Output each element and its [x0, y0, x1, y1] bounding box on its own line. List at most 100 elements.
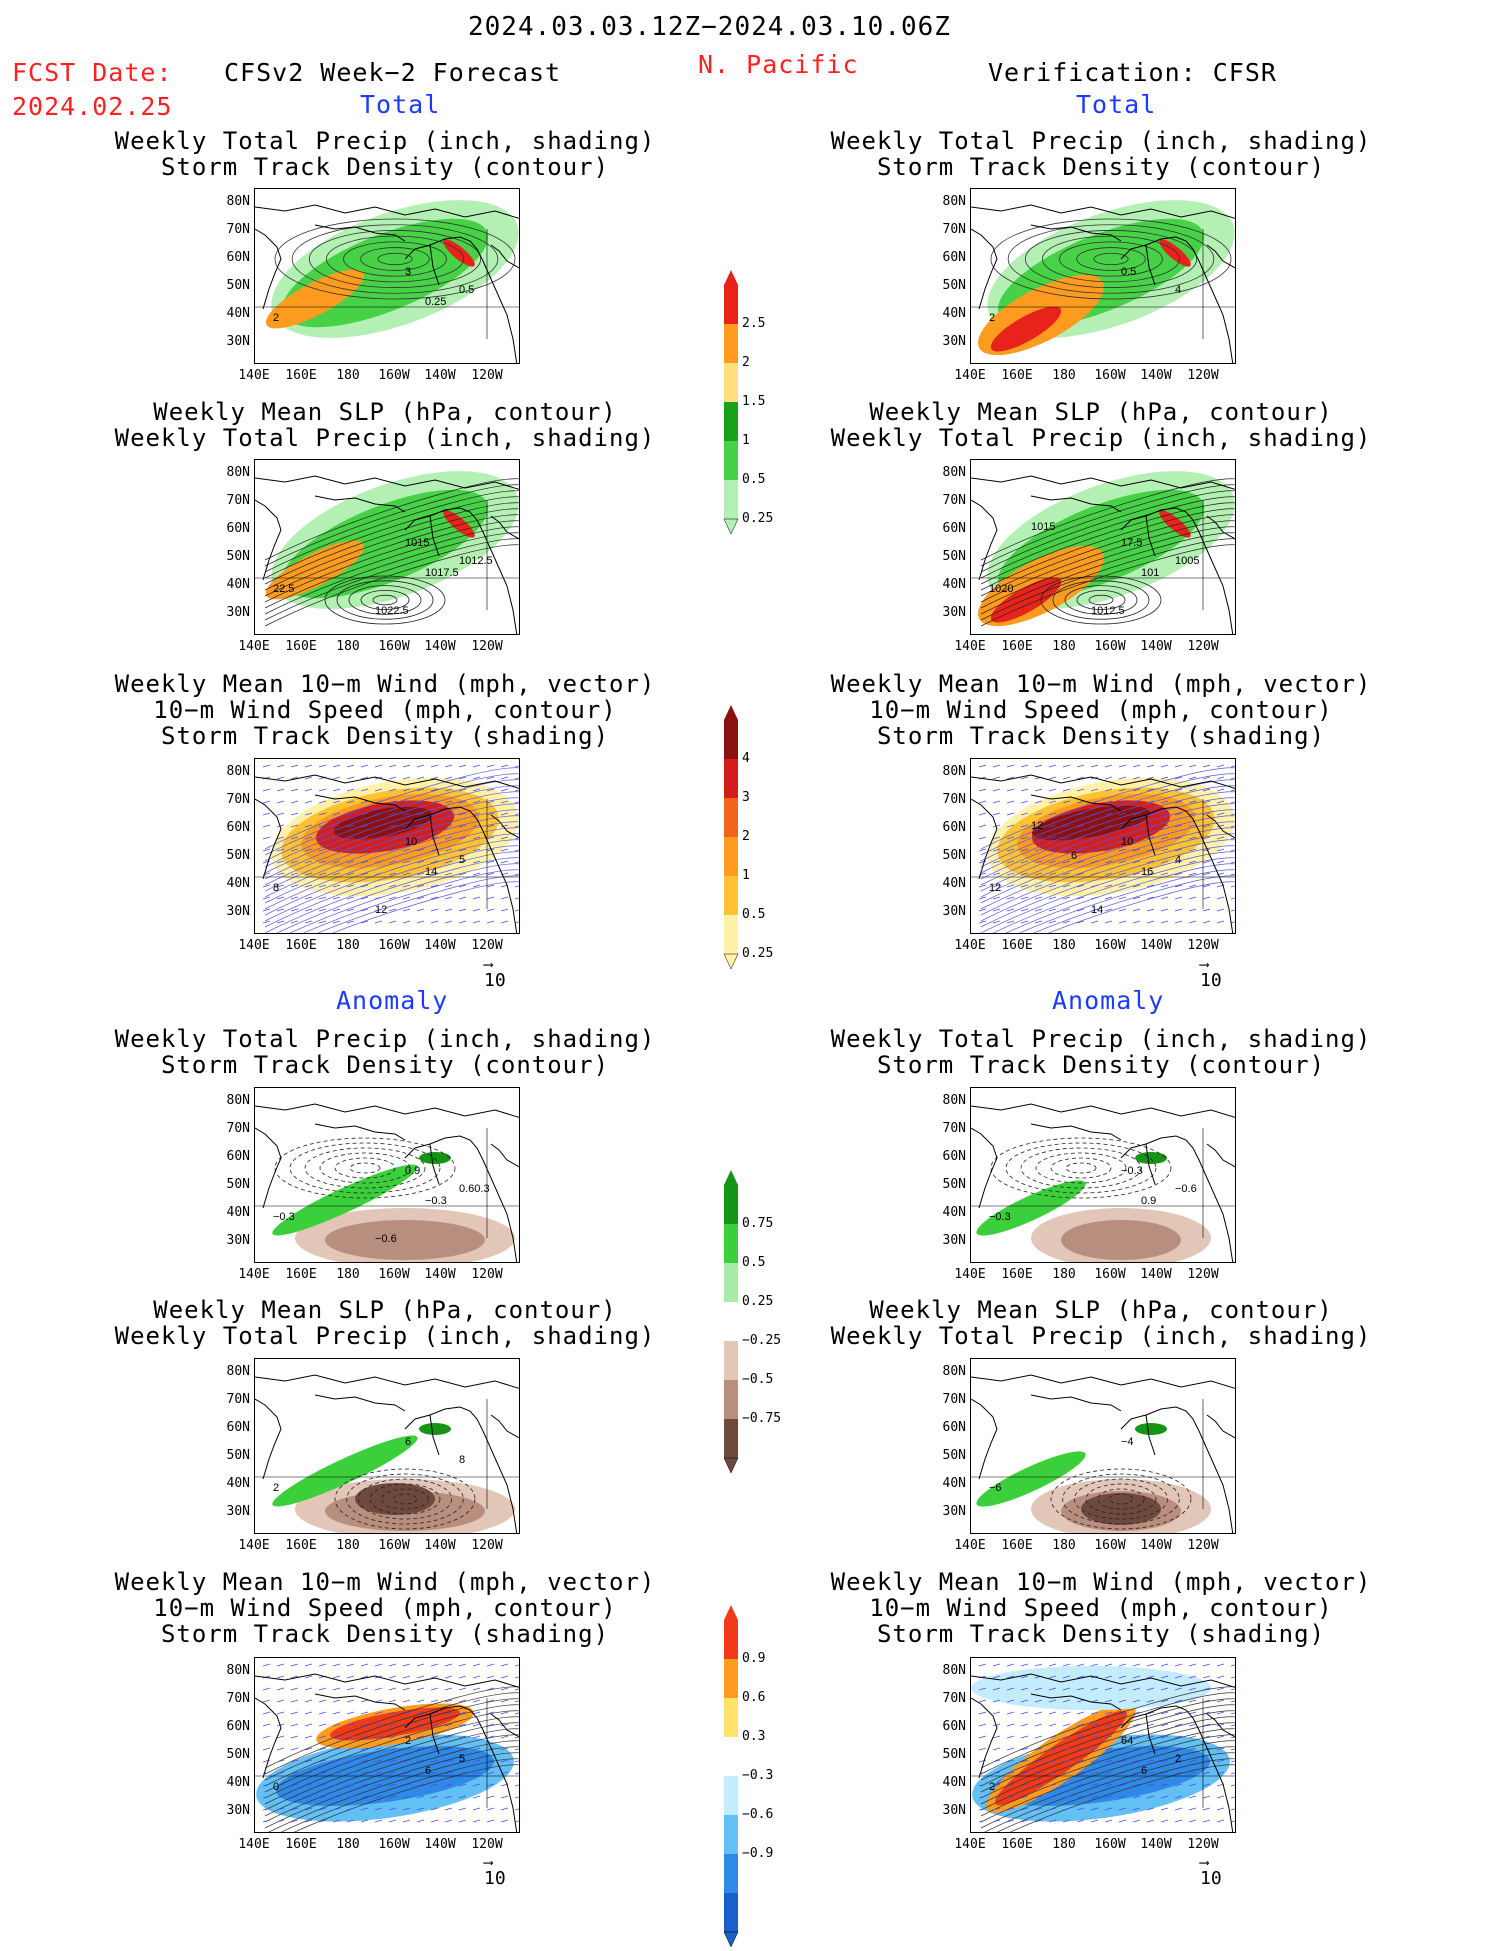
x-tick-label: 140W [1140, 1538, 1172, 1553]
wind-vector [360, 836, 369, 840]
colorbar-arrow [724, 270, 738, 285]
wind-vector [1048, 848, 1057, 852]
wind-vector [262, 1663, 271, 1667]
coastline [429, 1414, 440, 1456]
contour-line [326, 235, 464, 283]
wind-vector [318, 788, 327, 792]
wind-vector [500, 824, 509, 828]
wind-vector [1230, 1760, 1235, 1763]
wind-vector [1174, 896, 1183, 900]
wind-vector [486, 908, 495, 912]
wind-vector [514, 1784, 519, 1787]
wind-vector [360, 1819, 369, 1823]
wind-vector [1188, 1759, 1197, 1763]
wind-vector [1160, 800, 1169, 804]
coastline [490, 814, 519, 839]
wind-vector [1146, 1723, 1155, 1727]
contour-line [331, 881, 519, 933]
wind-vector [1104, 1771, 1113, 1775]
colorbar-arrow [723, 1931, 739, 1948]
wind-vector [332, 1807, 341, 1811]
colorbar-label: 0.25 [742, 1294, 774, 1309]
wind-vector [402, 908, 411, 912]
wind-vector [992, 1675, 1001, 1679]
wind-vector [276, 1819, 285, 1823]
wind-vector [1034, 848, 1043, 852]
wind-vector [1188, 776, 1197, 780]
wind-vector [1090, 812, 1099, 816]
wind-vector [318, 1795, 327, 1799]
contour-line [334, 1468, 476, 1530]
wind-vector [1230, 1748, 1235, 1751]
wind-vector [1090, 1795, 1099, 1799]
colorbar-segment [724, 1737, 738, 1776]
wind-vector [1202, 908, 1211, 912]
wind-vector [290, 1759, 299, 1763]
wind-vector [388, 764, 397, 768]
colorbar-label: 1 [742, 433, 750, 448]
contour-line [980, 1722, 1235, 1805]
wind-vector [1062, 1735, 1071, 1739]
wind-vector [318, 1747, 327, 1751]
wind-vector [402, 1807, 411, 1811]
wind-vector [318, 836, 327, 840]
wind-vector [1048, 1675, 1057, 1679]
wind-vector [1118, 1675, 1127, 1679]
x-tick-label: 140E [238, 639, 270, 654]
contour-label: 1015 [1031, 521, 1055, 533]
wind-vector [262, 1723, 271, 1727]
wind-vector [430, 908, 439, 912]
y-tick-label: 80N [942, 1364, 966, 1379]
wind-vector [1062, 1663, 1071, 1667]
contour-label: 2 [989, 1781, 995, 1793]
y-tick-label: 50N [226, 848, 250, 863]
contour-line [264, 1728, 519, 1811]
wind-vector [1146, 1795, 1155, 1799]
wind-vector [1076, 896, 1085, 900]
wind-vector [1006, 1807, 1015, 1811]
wind-vector [304, 836, 313, 840]
wind-vector [1006, 920, 1015, 924]
wind-vector [486, 884, 495, 888]
wind-vector [360, 1735, 369, 1739]
contour-line [980, 833, 1235, 916]
contour-line [980, 1710, 1235, 1793]
coastline [971, 475, 1235, 490]
x-tick-label: 180 [336, 1267, 360, 1282]
wind-vector [1076, 1747, 1085, 1751]
contour-label: 0.5 [459, 284, 474, 296]
precip-anom-shade [272, 1164, 418, 1236]
wind-vector [1174, 1699, 1183, 1703]
wind-vector [430, 1819, 439, 1823]
wind-vector [430, 920, 439, 924]
wind-vector [978, 764, 987, 768]
y-tick-label: 70N [226, 792, 250, 807]
contour-line [980, 532, 1235, 615]
wind-vector [276, 860, 285, 864]
wind-vector [1048, 1771, 1057, 1775]
wind-vector [304, 1795, 313, 1799]
contour-line [264, 520, 519, 603]
title-precip-storm-total-left: Weekly Total Precip (inch, shading) Stor… [114, 127, 656, 181]
colorbar-label: 4 [742, 751, 750, 766]
wind-vector [1006, 1663, 1015, 1667]
contour-line [980, 514, 1235, 597]
wind-vector [1020, 1663, 1029, 1667]
wind-vector [1174, 788, 1183, 792]
wind-vector [500, 1723, 509, 1727]
wind-vector [1090, 1783, 1099, 1787]
wind-vector [978, 884, 987, 888]
wind-vector [1188, 920, 1197, 924]
wind-vector [388, 908, 397, 912]
wind-vector [486, 824, 495, 828]
wind-vector [1104, 896, 1113, 900]
wind-vector [374, 1783, 383, 1787]
contour-line [1064, 585, 1138, 615]
wind-vector [1118, 860, 1127, 864]
wind-vector [1216, 1699, 1225, 1703]
wind-vector [304, 764, 313, 768]
wind-vector [514, 1796, 519, 1799]
wind-vector [1062, 1675, 1071, 1679]
wind-vector [1034, 884, 1043, 888]
colorbar-label: −0.5 [742, 1372, 774, 1387]
